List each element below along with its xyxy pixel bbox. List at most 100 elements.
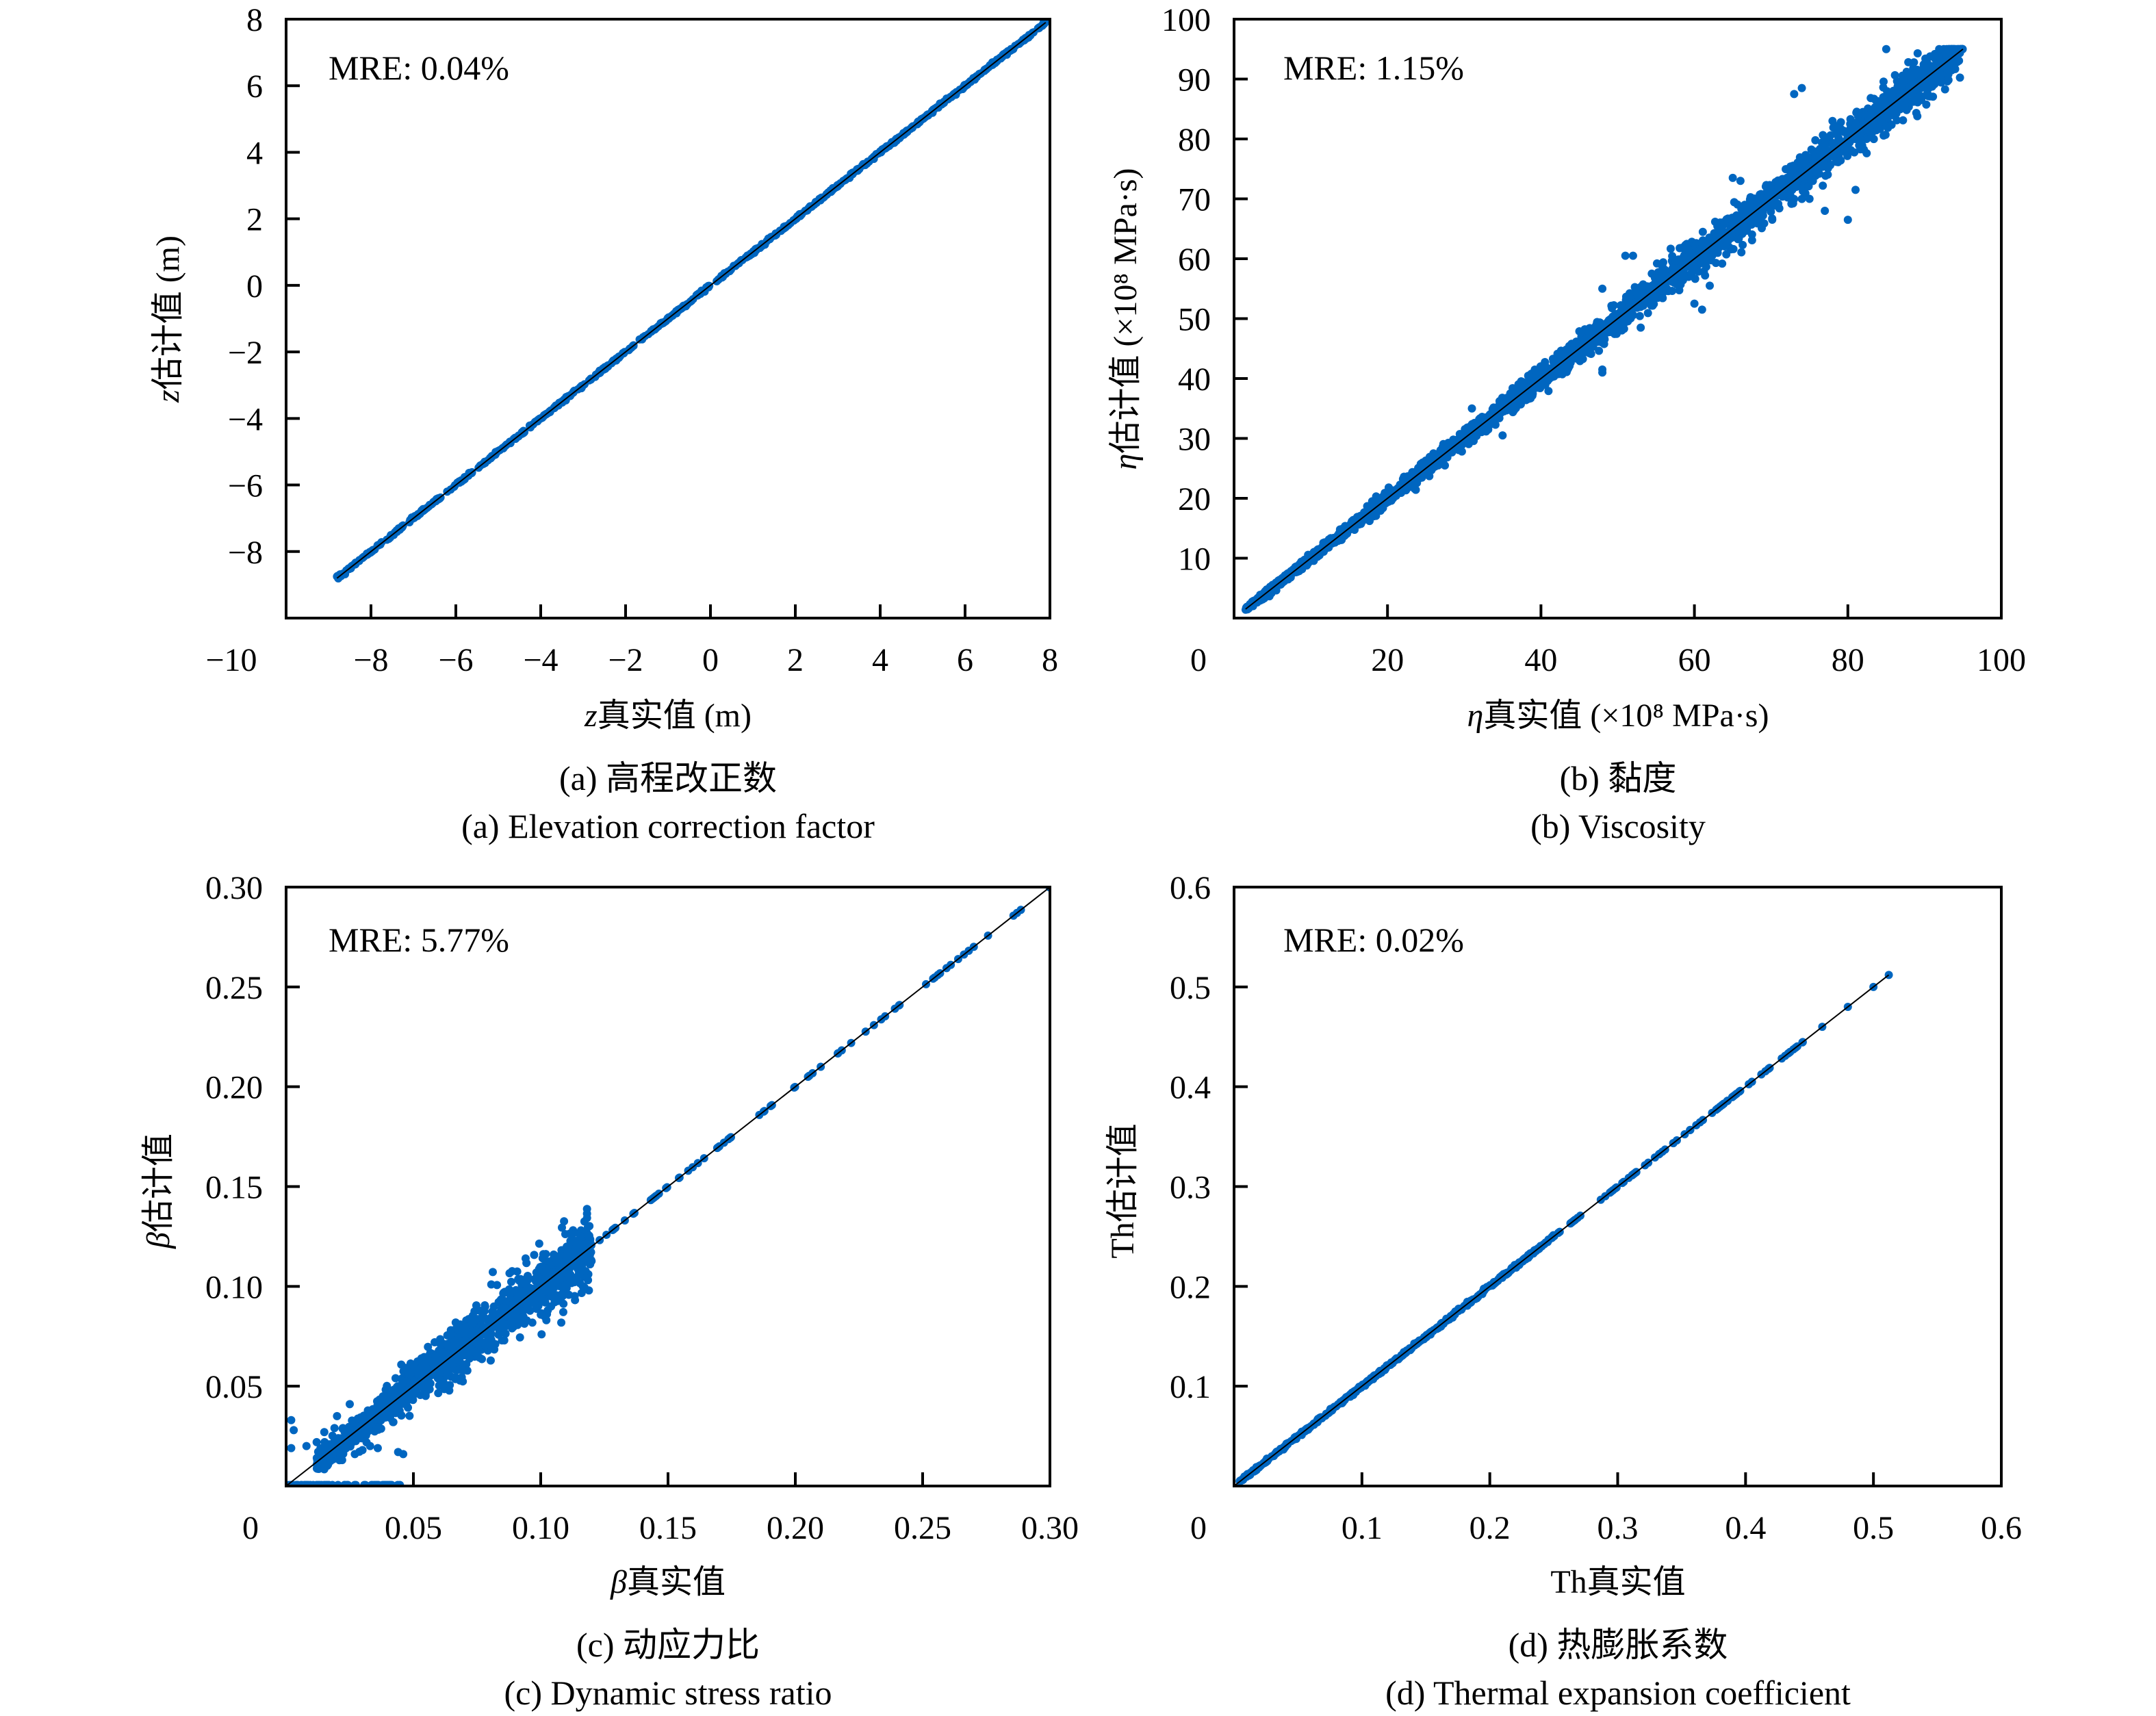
data-point xyxy=(553,1296,562,1305)
data-point xyxy=(1840,140,1849,149)
data-point xyxy=(1666,244,1675,253)
data-point xyxy=(1734,235,1743,244)
data-point xyxy=(1892,109,1901,118)
y-tick-label: 4 xyxy=(246,135,263,171)
x-tick-label: −10 xyxy=(205,642,257,678)
data-point xyxy=(1691,274,1699,283)
data-point xyxy=(1921,82,1930,91)
data-point xyxy=(1416,459,1425,468)
data-point xyxy=(1747,220,1756,229)
data-point xyxy=(1944,76,1953,85)
data-point xyxy=(405,1411,414,1420)
data-point xyxy=(391,1374,400,1383)
data-point xyxy=(1902,105,1911,114)
data-point xyxy=(1464,439,1473,448)
data-point xyxy=(567,1279,576,1288)
data-point xyxy=(1598,284,1607,293)
data-point xyxy=(1706,281,1715,290)
data-point xyxy=(537,1309,546,1318)
data-point xyxy=(530,1251,539,1259)
data-point xyxy=(1509,406,1518,415)
data-point xyxy=(346,1400,354,1409)
data-point xyxy=(1815,152,1824,161)
data-point xyxy=(541,1268,550,1277)
data-point xyxy=(1697,305,1706,314)
y-tick-label: 100 xyxy=(1162,2,1211,38)
data-point xyxy=(1608,304,1617,313)
data-point xyxy=(350,1450,359,1459)
data-point xyxy=(1913,112,1922,120)
data-point xyxy=(1658,286,1667,295)
data-point xyxy=(582,1205,591,1214)
data-point xyxy=(381,1407,390,1416)
data-point xyxy=(562,393,571,402)
data-point xyxy=(1526,371,1535,380)
y-tick-label: 10 xyxy=(1178,541,1211,578)
y-tick-label: 80 xyxy=(1178,122,1211,158)
data-point xyxy=(358,1446,367,1455)
x-tick-label: 0.30 xyxy=(1021,1510,1079,1546)
data-point xyxy=(587,1248,595,1257)
data-point xyxy=(1728,173,1737,182)
data-point xyxy=(1470,421,1478,430)
data-point xyxy=(528,1294,537,1303)
data-point xyxy=(1678,261,1686,270)
data-point xyxy=(1718,259,1727,268)
data-point xyxy=(1690,299,1699,308)
x-tick-label: 0.10 xyxy=(512,1510,569,1546)
data-point xyxy=(1439,445,1448,454)
data-point xyxy=(570,1292,579,1301)
data-point xyxy=(1852,107,1861,116)
data-point xyxy=(509,1311,518,1320)
data-point xyxy=(421,1392,430,1400)
data-point xyxy=(1448,437,1457,446)
data-point xyxy=(1936,55,1945,64)
data-point xyxy=(402,1366,411,1374)
data-point xyxy=(1647,269,1656,278)
data-point xyxy=(542,1316,551,1324)
data-point xyxy=(1621,251,1630,260)
data-point xyxy=(461,1323,470,1332)
data-point xyxy=(1832,129,1840,138)
identity-line xyxy=(286,887,1050,1486)
data-point xyxy=(1937,78,1946,87)
y-tick-label: 40 xyxy=(1178,361,1211,398)
data-point xyxy=(539,1250,548,1259)
data-point xyxy=(1746,202,1755,211)
data-point xyxy=(1775,204,1784,213)
data-point xyxy=(521,1254,530,1263)
x-tick-label: −4 xyxy=(523,642,558,678)
data-point xyxy=(347,1426,356,1435)
y-tick-label: 0.05 xyxy=(205,1369,263,1405)
data-point xyxy=(1857,144,1866,153)
data-point xyxy=(1519,378,1528,387)
data-point xyxy=(498,1319,506,1328)
data-point xyxy=(1673,280,1682,289)
data-point xyxy=(436,1375,445,1384)
data-point xyxy=(329,1442,338,1450)
data-point xyxy=(1869,135,1878,144)
data-point xyxy=(1537,362,1545,371)
data-point xyxy=(557,1290,566,1299)
panel-d: 0 0.1 0.2 0.3 0.4 0.5 0.60.10.20.30.40.50.6 xyxy=(1170,870,2022,1546)
data-point xyxy=(1418,468,1427,477)
data-point xyxy=(549,1279,558,1288)
x-tick-label: 2 xyxy=(787,642,804,678)
data-point xyxy=(477,1314,486,1322)
data-point xyxy=(1955,73,1964,82)
data-point xyxy=(1756,216,1764,225)
y-tick-label: 70 xyxy=(1178,182,1211,218)
x-tick-label: 0.25 xyxy=(894,1510,951,1546)
data-point xyxy=(409,1366,418,1374)
data-point xyxy=(1698,236,1707,245)
data-point xyxy=(1729,244,1738,253)
data-point xyxy=(1722,250,1731,259)
y-tick-label: 20 xyxy=(1178,481,1211,517)
data-point xyxy=(500,1303,509,1311)
data-point xyxy=(1843,216,1852,225)
data-point xyxy=(451,1318,460,1327)
y-tick-label: −6 xyxy=(228,468,263,504)
data-point xyxy=(1899,77,1908,86)
data-point xyxy=(389,1418,398,1426)
